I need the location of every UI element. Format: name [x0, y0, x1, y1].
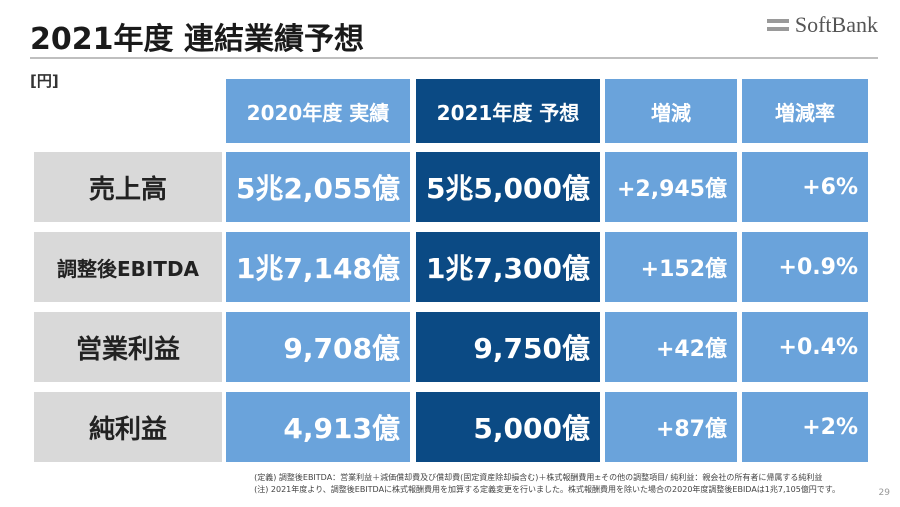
logo-text: SoftBank: [794, 12, 878, 37]
header-change: 増減: [605, 79, 737, 143]
net-income-change-rate: +2%: [742, 392, 868, 462]
header-change-rate: 増減率: [742, 79, 868, 143]
ebitda-actual-2020: 1兆7,148億: [226, 232, 410, 302]
unit-label: [円]: [30, 72, 59, 90]
net-income-change: +87億: [605, 392, 737, 462]
footnote-note: (注) 2021年度より、調整後EBITDAに株式報酬費用を加算する定義変更を行…: [254, 485, 840, 494]
ebitda-change-rate: +0.9%: [742, 232, 868, 302]
operating-income-change-rate: +0.4%: [742, 312, 868, 382]
ebitda-change: +152億: [605, 232, 737, 302]
header-actual-2020: 2020年度 実績: [226, 79, 410, 143]
revenue-change-rate: +6%: [742, 152, 868, 222]
revenue-change: +2,945億: [605, 152, 737, 222]
row-label-net-income: 純利益: [34, 392, 222, 462]
title-divider: [30, 57, 878, 59]
row-label-revenue: 売上高: [34, 152, 222, 222]
footnotes: (定義) 調整後EBITDA：営業利益＋減価償却費及び償却費(固定資産除却損含む…: [254, 472, 840, 496]
operating-income-actual-2020: 9,708億: [226, 312, 410, 382]
row-label-operating-income: 営業利益: [34, 312, 222, 382]
operating-income-forecast-2021: 9,750億: [416, 312, 600, 382]
row-label-adjusted-ebitda: 調整後EBITDA: [34, 232, 222, 302]
header-forecast-2021: 2021年度 予想: [416, 79, 600, 143]
revenue-actual-2020: 5兆2,055億: [226, 152, 410, 222]
revenue-forecast-2021: 5兆5,000億: [416, 152, 600, 222]
net-income-actual-2020: 4,913億: [226, 392, 410, 462]
operating-income-change: +42億: [605, 312, 737, 382]
softbank-logo: SoftBank: [766, 12, 878, 38]
page-number: 29: [878, 488, 890, 498]
page-title: 2021年度 連結業績予想: [30, 22, 364, 57]
footnote-definition: (定義) 調整後EBITDA：営業利益＋減価償却費及び償却費(固定資産除却損含む…: [254, 473, 823, 482]
ebitda-forecast-2021: 1兆7,300億: [416, 232, 600, 302]
logo-mark-icon: [766, 19, 789, 31]
net-income-forecast-2021: 5,000億: [416, 392, 600, 462]
